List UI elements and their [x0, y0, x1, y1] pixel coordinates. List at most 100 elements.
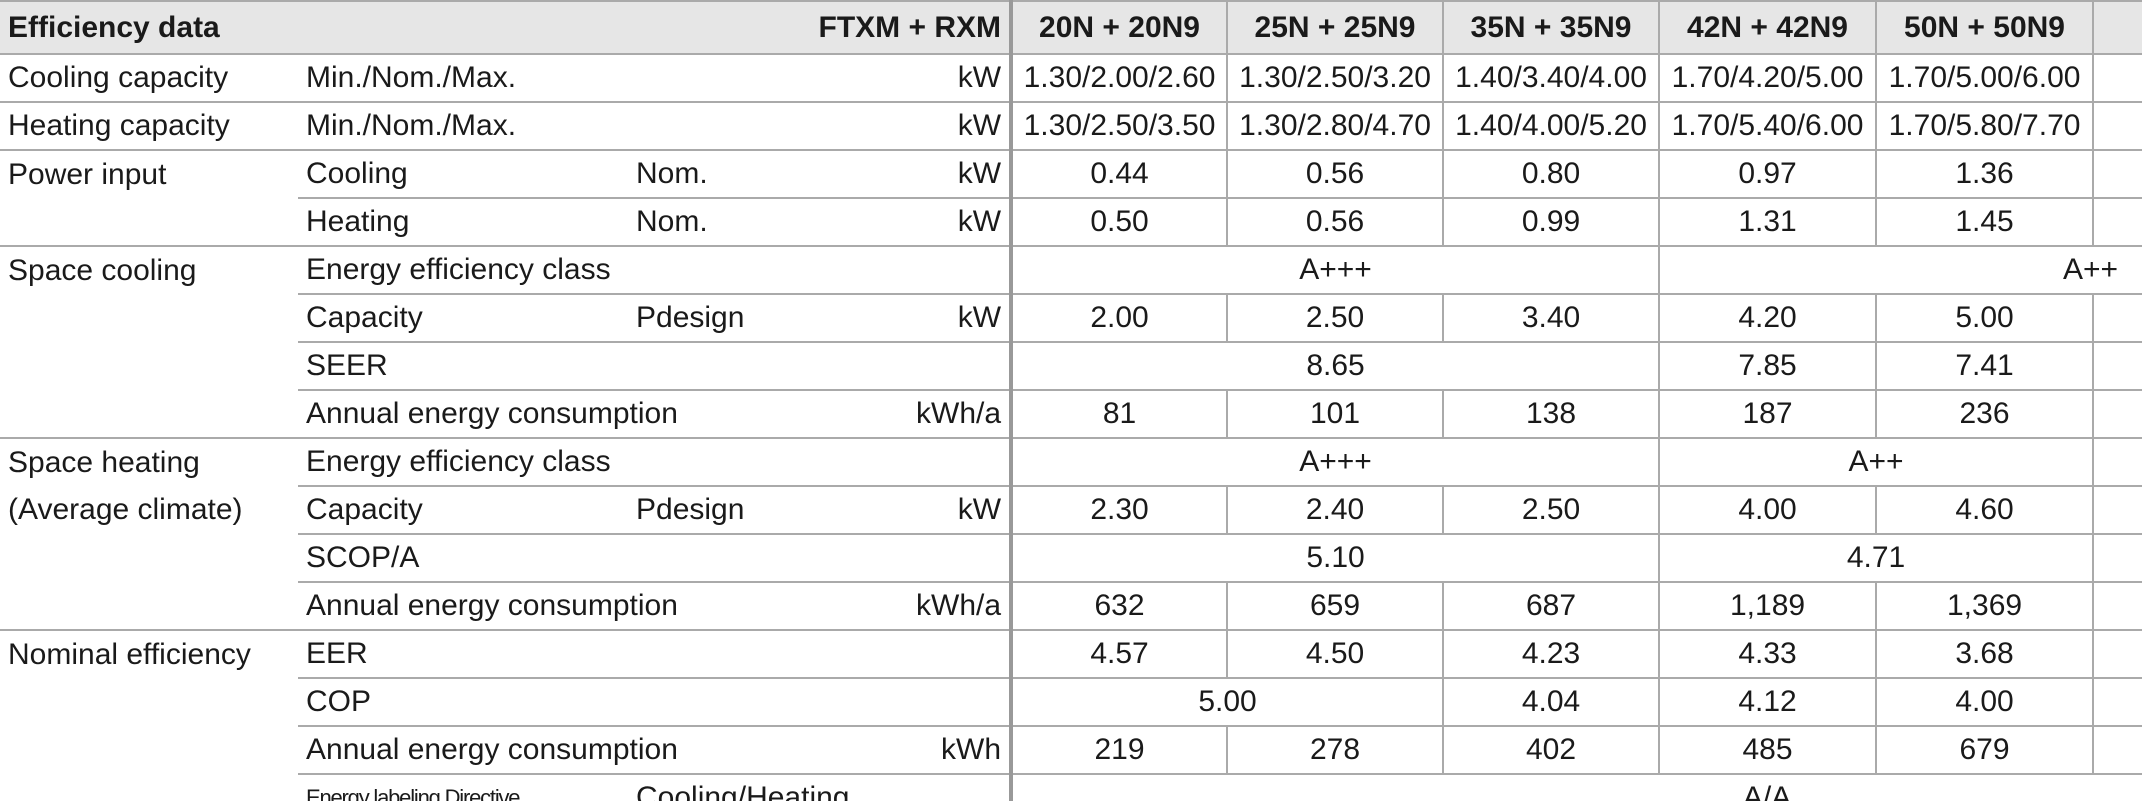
- row-note: Cooling/Heating: [628, 774, 878, 801]
- unit: kW: [878, 54, 1012, 103]
- value-cell: 187: [1658, 390, 1877, 439]
- table-row: SEER 8.65 7.85 7.41: [0, 342, 2142, 391]
- group-label: Space heating: [8, 445, 200, 479]
- value-cell: [2092, 390, 2142, 439]
- table-row: Nominal efficiency EER 4.57 4.50 4.23 4.33 3.6…: [0, 630, 2142, 679]
- value-cell: 7.85: [1658, 342, 1877, 391]
- value-cell: 3.68: [1875, 630, 2094, 679]
- unit: kW: [878, 150, 1012, 199]
- value-cell: 4.00: [1875, 678, 2094, 727]
- header-row: Efficiency data FTXM + RXM 20N + 20N9 25N +…: [0, 0, 2142, 55]
- value-cell: 1.36: [1875, 150, 2094, 199]
- value-cell: 5.00: [1009, 678, 1444, 727]
- value-cell: 101: [1226, 390, 1444, 439]
- group-label: [0, 198, 298, 247]
- value-cell: [2092, 342, 2142, 391]
- value-cell: 0.44: [1009, 150, 1228, 199]
- value-cell: 4.60: [1875, 486, 2094, 535]
- table-row: Capacity Pdesign kW 2.00 2.50 3.40 4.20 5.00: [0, 294, 2142, 343]
- group-label: [0, 342, 298, 390]
- row-note: Pdesign: [628, 294, 878, 343]
- row-label: EER: [298, 630, 878, 679]
- unit: [878, 438, 1012, 487]
- table-row: COP 5.00 4.04 4.12 4.00: [0, 678, 2142, 727]
- value-cell: A++: [1658, 438, 2094, 487]
- value-cell: [2092, 630, 2142, 679]
- row-label: Cooling: [298, 150, 628, 199]
- table-row: Heating Nom. kW 0.50 0.56 0.99 1.31 1.45: [0, 198, 2142, 247]
- table-row: Space heating Energy efficiency class A+++…: [0, 438, 2142, 487]
- value-cell: 8.65: [1009, 342, 1660, 391]
- group-label: [0, 534, 298, 582]
- value-cell: 1.70/5.40/6.00: [1658, 102, 1877, 151]
- unit: [878, 246, 1012, 295]
- value-cell: 402: [1442, 726, 1660, 775]
- group-label: [0, 390, 298, 439]
- value-cell: 1.30/2.80/4.70: [1226, 102, 1444, 151]
- value-cell: 1.40/4.00/5.20: [1442, 102, 1660, 151]
- value-cell: 2.00: [1009, 294, 1228, 343]
- value-cell: [2092, 534, 2142, 583]
- value-cell: 278: [1226, 726, 1444, 775]
- column-header: 25N + 25N9: [1226, 0, 1444, 55]
- value-cell: 4.04: [1442, 678, 1660, 727]
- value-cell: 4.12: [1658, 678, 1877, 727]
- table-title: Efficiency data: [0, 0, 298, 55]
- unit: [878, 774, 1012, 801]
- value-cell: 0.97: [1658, 150, 1877, 199]
- table-row: Energy labeling Directive Cooling/Heating…: [0, 774, 2142, 801]
- row-label: Annual energy consumption: [298, 390, 878, 439]
- unit: [878, 342, 1012, 391]
- column-header: 50N + 50N9: [1875, 0, 2094, 55]
- value-cell: 1,369: [1875, 582, 2094, 631]
- row-label: Capacity: [298, 294, 628, 343]
- value-cell: 5.00: [1875, 294, 2094, 343]
- unit: kWh/a: [878, 390, 1012, 439]
- value-cell: 659: [1226, 582, 1444, 631]
- table-row: Heating capacity Min./Nom./Max. kW 1.30/2.5…: [0, 102, 2142, 151]
- value-cell: 1.45: [1875, 198, 2094, 247]
- row-label: Heating: [298, 198, 628, 247]
- value-cell: 4.33: [1658, 630, 1877, 679]
- row-label: Energy labeling Directive: [298, 774, 628, 801]
- value-cell: 2.30: [1009, 486, 1228, 535]
- value-cell: A+++: [1009, 438, 1660, 487]
- value-cell: 485: [1658, 726, 1877, 775]
- group-label: [0, 726, 298, 774]
- group-label: Power input: [8, 157, 167, 191]
- value-cell: 0.80: [1442, 150, 1660, 199]
- row-label: Energy efficiency class: [298, 438, 878, 487]
- value-cell: 2.40: [1226, 486, 1444, 535]
- value-cell: 1.31: [1658, 198, 1877, 247]
- value-cell: 2.50: [1442, 486, 1660, 535]
- row-label: SEER: [298, 342, 878, 391]
- table-row: Space cooling Energy efficiency class A+++…: [0, 246, 2142, 295]
- value-cell: [2092, 486, 2142, 535]
- group-label: [0, 774, 298, 801]
- table-row: Cooling capacity Min./Nom./Max. kW 1.30/2.0…: [0, 54, 2142, 103]
- value-cell: 1.70: [2092, 102, 2142, 151]
- unit: kW: [878, 198, 1012, 247]
- value-cell: 4.57: [1009, 630, 1228, 679]
- value-cell: 1.40/3.40/4.00: [1442, 54, 1660, 103]
- value-cell: 1.70/4.20/5.00: [1658, 54, 1877, 103]
- value-cell: 4.00: [1658, 486, 1877, 535]
- unit: [878, 678, 1012, 727]
- group-label: Space cooling: [8, 253, 197, 287]
- value-cell: [2092, 582, 2142, 631]
- unit: kWh: [878, 726, 1012, 775]
- value-cell: 219: [1009, 726, 1228, 775]
- value-cell: 632: [1009, 582, 1228, 631]
- unit: kWh/a: [878, 582, 1012, 631]
- model-label: FTXM + RXM: [298, 0, 1012, 55]
- table-row: SCOP/A 5.10 4.71: [0, 534, 2142, 583]
- value-cell: 138: [1442, 390, 1660, 439]
- table-row: Annual energy consumption kWh/a 632 659 687 1…: [0, 582, 2142, 631]
- unit: [878, 630, 1012, 679]
- value-cell: 0.56: [1226, 198, 1444, 247]
- row-label: COP: [298, 678, 878, 727]
- value-cell: 5.10: [1009, 534, 1660, 583]
- value-cell: A+++: [1009, 246, 1660, 295]
- unit: kW: [878, 486, 1012, 535]
- table-row: (Average climate) Capacity Pdesign kW 2.30 2.…: [0, 486, 2142, 535]
